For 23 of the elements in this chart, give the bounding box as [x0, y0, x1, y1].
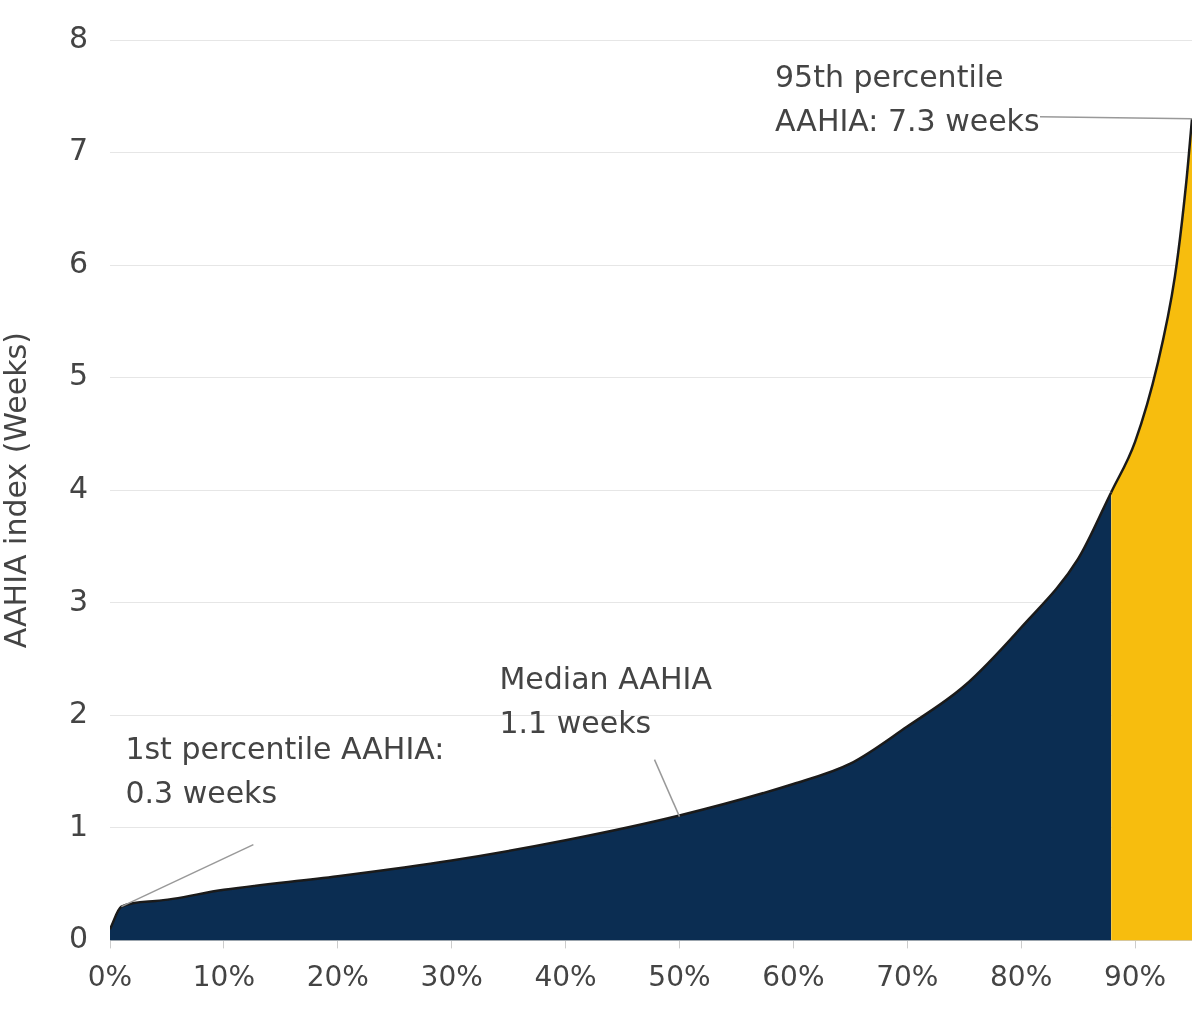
y-tick-label: 2: [68, 695, 88, 731]
y-tick-label: 5: [68, 357, 88, 393]
y-tick-label: 0: [68, 920, 88, 956]
x-tick-label: 50%: [648, 960, 711, 994]
y-tick-label: 4: [68, 470, 88, 505]
annotation: Median AAHIA 1.1 weeks: [499, 661, 713, 741]
y-tick-label: 1: [68, 807, 88, 843]
y-tick-label: 8: [68, 19, 88, 55]
y-axis-title: AAHIA index (Weeks): [0, 332, 33, 649]
x-tick-label: 30%: [420, 960, 483, 994]
annotation: 95th percentile AAHIA: 7.3 weeks: [775, 58, 1040, 138]
x-tick-label: 70%: [876, 960, 939, 994]
y-tick-label: 7: [68, 132, 88, 168]
x-tick-label: 40%: [534, 960, 597, 994]
x-tick-label: 0%: [87, 960, 133, 994]
y-tick-label: 3: [68, 582, 88, 618]
annotation: 1st percentile AAHIA: 0.3 weeks: [125, 731, 445, 811]
x-tick-label: 60%: [762, 960, 825, 994]
x-tick-label: 10%: [192, 960, 256, 994]
x-tick-label: 80%: [990, 960, 1053, 994]
y-tick-label: 6: [68, 244, 88, 280]
x-tick-label: 20%: [306, 960, 369, 994]
x-tick-label: 90%: [1103, 960, 1167, 994]
